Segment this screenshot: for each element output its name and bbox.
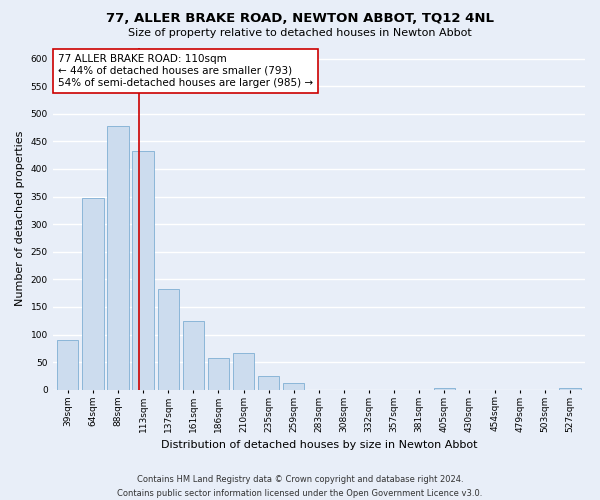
Bar — [233, 353, 254, 390]
Text: 77, ALLER BRAKE ROAD, NEWTON ABBOT, TQ12 4NL: 77, ALLER BRAKE ROAD, NEWTON ABBOT, TQ12… — [106, 12, 494, 26]
Bar — [57, 340, 79, 390]
Bar — [258, 376, 279, 390]
Bar — [133, 150, 154, 390]
X-axis label: Distribution of detached houses by size in Newton Abbot: Distribution of detached houses by size … — [161, 440, 477, 450]
Text: Contains HM Land Registry data © Crown copyright and database right 2024.
Contai: Contains HM Land Registry data © Crown c… — [118, 476, 482, 498]
Bar — [82, 198, 104, 390]
Text: 77 ALLER BRAKE ROAD: 110sqm
← 44% of detached houses are smaller (793)
54% of se: 77 ALLER BRAKE ROAD: 110sqm ← 44% of det… — [58, 54, 313, 88]
Bar — [182, 320, 204, 390]
Bar — [283, 383, 304, 390]
Bar — [559, 388, 581, 390]
Text: Size of property relative to detached houses in Newton Abbot: Size of property relative to detached ho… — [128, 28, 472, 38]
Y-axis label: Number of detached properties: Number of detached properties — [15, 131, 25, 306]
Bar — [158, 288, 179, 390]
Bar — [107, 126, 128, 390]
Bar — [208, 358, 229, 390]
Bar — [434, 388, 455, 390]
